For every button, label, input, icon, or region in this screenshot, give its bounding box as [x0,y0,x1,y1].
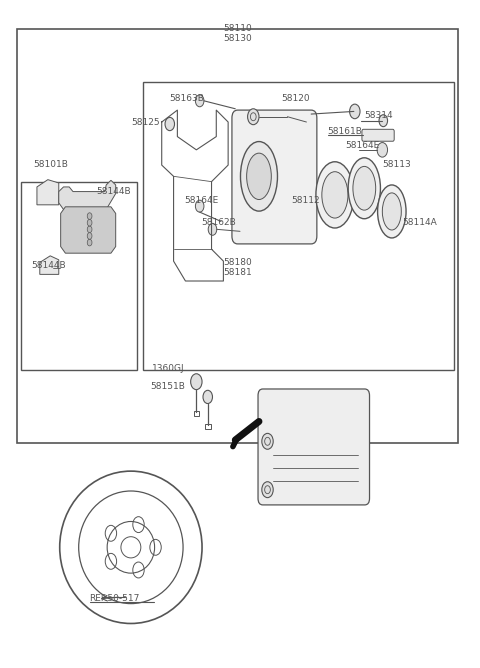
Circle shape [379,115,387,127]
Bar [21,182,137,371]
Text: 58161B: 58161B [328,127,363,136]
Text: 58101B: 58101B [34,160,69,170]
Ellipse shape [353,166,376,210]
Text: 58144B: 58144B [31,261,66,270]
Circle shape [349,104,360,119]
Circle shape [87,239,92,246]
Polygon shape [60,207,116,253]
Text: 1360GJ: 1360GJ [152,364,184,373]
Circle shape [262,482,273,498]
Ellipse shape [240,142,277,211]
Circle shape [195,200,204,212]
Circle shape [87,213,92,219]
Ellipse shape [322,172,348,218]
Circle shape [262,434,273,450]
Text: 58151B: 58151B [150,381,185,391]
Text: 58314: 58314 [364,112,393,120]
Text: 58110
58130: 58110 58130 [223,24,252,43]
FancyBboxPatch shape [258,389,370,505]
Polygon shape [37,180,59,205]
Circle shape [87,226,92,232]
Text: 58180
58181: 58180 58181 [223,258,252,277]
Text: 58120: 58120 [282,94,310,103]
Bar [193,411,199,416]
Circle shape [87,232,92,239]
Ellipse shape [378,185,406,238]
Circle shape [87,219,92,226]
Text: 58113: 58113 [383,160,411,170]
Bar [205,424,211,430]
Ellipse shape [348,158,381,218]
Circle shape [165,118,175,131]
Circle shape [208,223,217,235]
Ellipse shape [247,153,271,200]
Text: 58125: 58125 [132,118,160,127]
Text: 58162B: 58162B [201,218,236,227]
Ellipse shape [316,162,354,228]
Polygon shape [40,256,59,275]
Bar [143,82,454,371]
Text: 58144B: 58144B [96,187,132,196]
Circle shape [203,390,213,403]
Circle shape [248,109,259,125]
Text: REF.50-517: REF.50-517 [90,594,140,603]
FancyBboxPatch shape [362,130,394,141]
Text: 58164E: 58164E [345,140,380,150]
Text: 58163B: 58163B [169,94,204,103]
FancyBboxPatch shape [232,110,317,244]
Text: 58164E: 58164E [184,196,218,205]
Circle shape [377,142,387,157]
Bar [17,29,458,444]
Text: 58114A: 58114A [402,218,437,227]
Circle shape [191,374,202,389]
Text: 58112: 58112 [291,196,320,205]
Circle shape [195,95,204,107]
Polygon shape [59,180,116,210]
Ellipse shape [383,193,401,230]
